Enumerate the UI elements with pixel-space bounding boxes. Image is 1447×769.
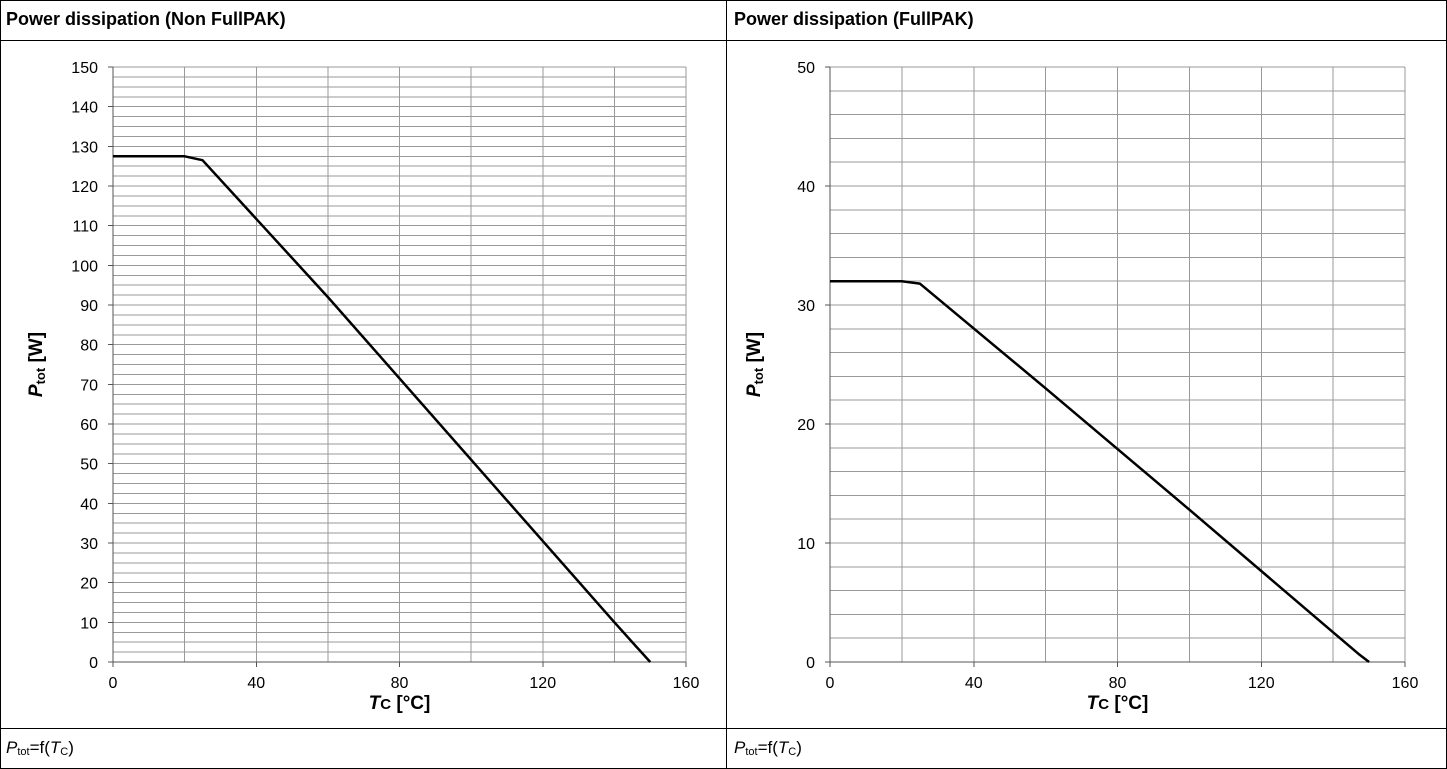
- y-tick-label: 120: [71, 179, 98, 196]
- footer-close: ): [68, 738, 74, 757]
- grid: [112, 66, 687, 663]
- y-axis-label: Ptot [W]: [744, 332, 766, 397]
- x-tick-label: 120: [529, 675, 556, 692]
- footer-row-divider: [0, 728, 1447, 729]
- y-tick-label: 70: [80, 377, 98, 394]
- y-tick-label: 50: [80, 457, 98, 474]
- footer-t-sub: C: [788, 746, 797, 758]
- footer-p-sub: tot: [17, 746, 30, 758]
- x-tick-label: 160: [1392, 675, 1419, 692]
- x-axis-label: TC [°C]: [369, 693, 431, 714]
- x-tick-label: 0: [826, 675, 835, 692]
- panel-title: Power dissipation (Non FullPAK): [6, 9, 286, 29]
- footer-t-sub: C: [60, 746, 69, 758]
- panel-footer: Ptot=f(TC): [734, 738, 802, 758]
- footer-eq: =f(: [757, 738, 778, 757]
- x-tick-label: 120: [1248, 675, 1275, 692]
- y-tick-label: 80: [80, 338, 98, 355]
- y-tick-label: 150: [71, 60, 98, 77]
- footer-eq: =f(: [29, 738, 50, 757]
- y-tick-label: 110: [72, 219, 98, 236]
- footer-t: T: [777, 738, 789, 757]
- footer-close: ): [796, 738, 802, 757]
- title-row-divider: [0, 40, 1447, 41]
- y-tick-label: 20: [797, 417, 815, 434]
- y-tick-label: 100: [71, 258, 98, 275]
- y-tick-label: 40: [80, 496, 98, 513]
- y-tick-label: 140: [71, 100, 98, 117]
- y-axis-label: Ptot [W]: [26, 332, 48, 397]
- y-tick-label: 20: [80, 576, 98, 593]
- footer-p-sub: tot: [745, 746, 758, 758]
- y-tick-label: 130: [71, 139, 98, 156]
- y-tick-label: 50: [797, 60, 815, 77]
- footer-p: P: [734, 738, 746, 757]
- panel-fullpak: Power dissipation (FullPAK) 0 10 20 30 40 50 0…: [726, 0, 1447, 769]
- series-line: [113, 155, 652, 663]
- x-tick-label: 0: [109, 675, 118, 692]
- x-tick-label: 80: [1109, 675, 1127, 692]
- panel-title: Power dissipation (FullPAK): [734, 9, 974, 29]
- chart-non-fullpak: 0 10 20 30 40 50 60 70 80 90 100 110 120 130 140 150 0 40…: [26, 60, 700, 714]
- y-tick-label: 60: [80, 417, 98, 434]
- chart-fullpak: 0 10 20 30 40 50 0 40 80 120 160 TC [°C] Ptot [W]: [744, 60, 1419, 714]
- footer-t: T: [49, 738, 61, 757]
- y-tick-label: 10: [80, 615, 98, 632]
- y-tick-label: 0: [806, 655, 815, 672]
- y-tick-label: 90: [80, 298, 98, 315]
- footer-p: P: [6, 738, 18, 757]
- y-tick-label: 30: [80, 536, 98, 553]
- panel-footer: Ptot=f(TC): [6, 738, 74, 758]
- series-line: [830, 279, 1370, 663]
- panel-non-fullpak: Power dissipation (Non FullPAK) 0 10 20 30 4…: [6, 9, 700, 758]
- x-tick-label: 40: [965, 675, 983, 692]
- panel-divider: [726, 0, 727, 769]
- y-tick-label: 10: [797, 536, 815, 553]
- y-tick-label: 30: [797, 298, 815, 315]
- x-tick-label: 80: [391, 675, 409, 692]
- x-axis-label: TC [°C]: [1087, 693, 1149, 714]
- grid: [829, 66, 1406, 663]
- x-tick-label: 40: [247, 675, 265, 692]
- x-tick-label: 160: [673, 675, 700, 692]
- y-tick-label: 0: [89, 655, 98, 672]
- y-tick-label: 40: [797, 179, 815, 196]
